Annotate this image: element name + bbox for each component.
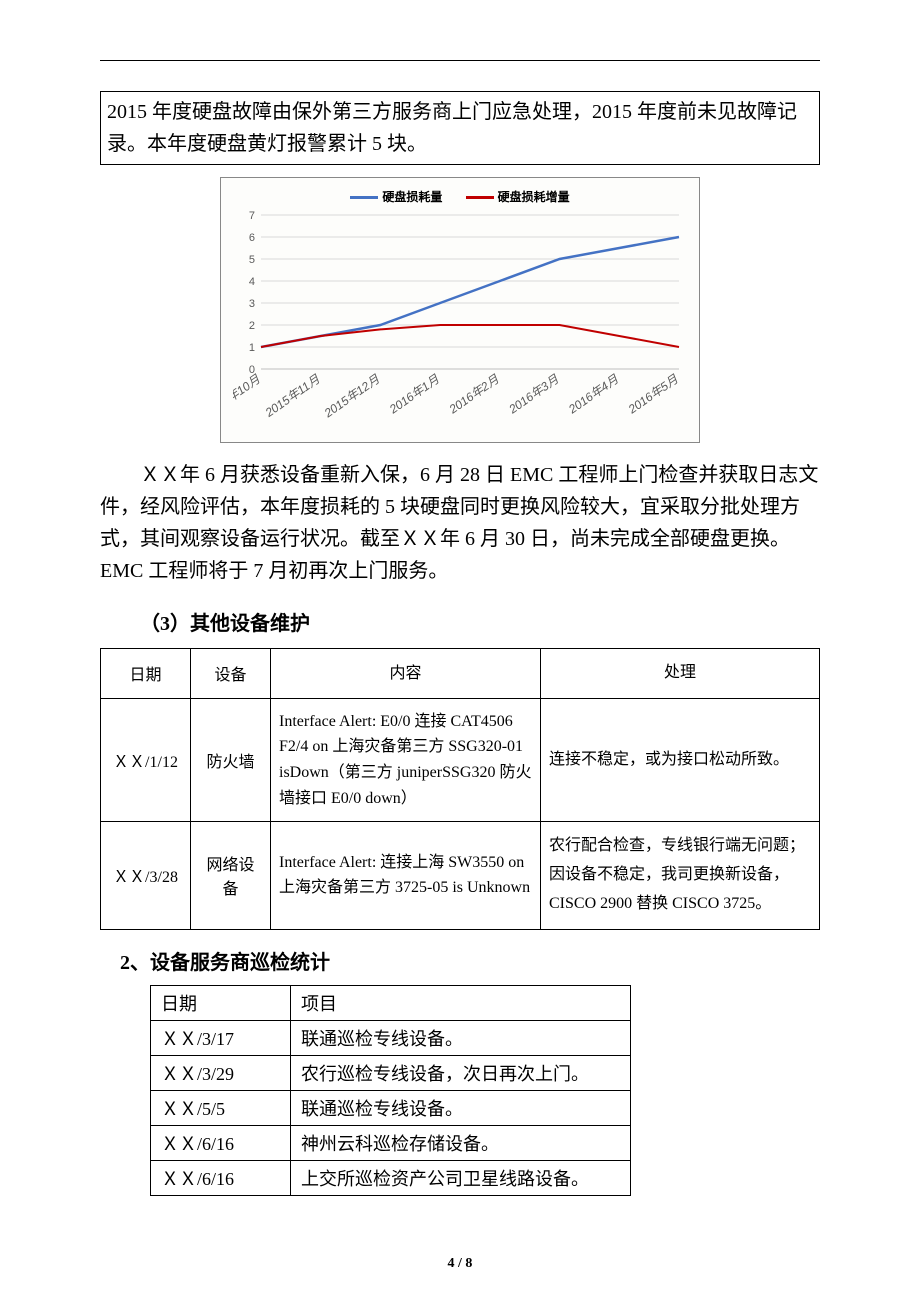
cell-item: 上交所巡检资产公司卫星线路设备。 <box>291 1160 631 1195</box>
device-maint-table: 日期 设备 内容 处理 ＸＸ/1/12防火墙Interface Alert: E… <box>100 648 820 930</box>
table-header-row: 日期 设备 内容 处理 <box>101 649 820 699</box>
svg-text:7: 7 <box>249 211 255 222</box>
svg-text:5: 5 <box>249 254 255 266</box>
svg-text:2015年11月: 2015年11月 <box>262 371 323 420</box>
table-row: ＸＸ/1/12防火墙Interface Alert: E0/0 连接 CAT45… <box>101 698 820 821</box>
cell-content: Interface Alert: E0/0 连接 CAT4506 F2/4 on… <box>271 698 541 821</box>
header-rule <box>100 60 820 61</box>
legend-swatch-1 <box>350 196 378 199</box>
cell-date: ＸＸ/3/29 <box>151 1055 291 1090</box>
svg-text:4: 4 <box>249 276 255 288</box>
th-proc: 处理 <box>541 649 820 699</box>
table-row: ＸＸ/3/28网络设备Interface Alert: 连接上海 SW3550 … <box>101 822 820 929</box>
chart-svg: 012345672015年10月2015年11月2015年12月2016年1月2… <box>233 211 689 431</box>
svg-text:2015年10月: 2015年10月 <box>233 371 264 420</box>
table-header-row: 日期项目 <box>151 985 631 1020</box>
page-footer: 4 / 8 <box>0 1256 920 1272</box>
cell-date: ＸＸ/5/5 <box>151 1090 291 1125</box>
table-row: ＸＸ/3/29农行巡检专线设备，次日再次上门。 <box>151 1055 631 1090</box>
svg-text:6: 6 <box>249 232 255 244</box>
inspection-table: 日期项目ＸＸ/3/17联通巡检专线设备。ＸＸ/3/29农行巡检专线设备，次日再次… <box>150 985 631 1196</box>
legend-swatch-2 <box>466 196 494 199</box>
body-paragraph-1: ＸＸ年 6 月获悉设备重新入保，6 月 28 日 EMC 工程师上门检查并获取日… <box>100 459 820 587</box>
table-row: ＸＸ/6/16神州云科巡检存储设备。 <box>151 1125 631 1160</box>
th-dev: 设备 <box>191 649 271 699</box>
section-2-main-heading: 2、设备服务商巡检统计 <box>120 946 820 975</box>
table-row: ＸＸ/5/5联通巡检专线设备。 <box>151 1090 631 1125</box>
cell-date: ＸＸ/1/12 <box>101 698 191 821</box>
th-date: 日期 <box>151 985 291 1020</box>
section-3-heading: （3）其他设备维护 <box>140 607 820 636</box>
svg-text:2016年1月: 2016年1月 <box>386 371 443 417</box>
svg-text:2016年4月: 2016年4月 <box>565 371 622 417</box>
cell-dev: 防火墙 <box>191 698 271 821</box>
legend-label-1: 硬盘损耗量 <box>382 190 442 204</box>
svg-text:1: 1 <box>249 342 255 354</box>
svg-text:2016年5月: 2016年5月 <box>625 371 682 417</box>
cell-item: 联通巡检专线设备。 <box>291 1020 631 1055</box>
cell-item: 神州云科巡检存储设备。 <box>291 1125 631 1160</box>
document-page: 2015 年度硬盘故障由保外第三方服务商上门应急处理，2015 年度前未见故障记… <box>0 0 920 1302</box>
th-content: 内容 <box>271 649 541 699</box>
table-row: ＸＸ/3/17联通巡检专线设备。 <box>151 1020 631 1055</box>
cell-date: ＸＸ/3/17 <box>151 1020 291 1055</box>
chart-legend: 硬盘损耗量 硬盘损耗增量 <box>233 188 687 205</box>
cell-dev: 网络设备 <box>191 822 271 929</box>
th-date: 日期 <box>101 649 191 699</box>
legend-label-2: 硬盘损耗增量 <box>498 190 570 204</box>
cell-date: ＸＸ/6/16 <box>151 1125 291 1160</box>
svg-text:2015年12月: 2015年12月 <box>321 371 383 420</box>
cell-date: ＸＸ/6/16 <box>151 1160 291 1195</box>
intro-box: 2015 年度硬盘故障由保外第三方服务商上门应急处理，2015 年度前未见故障记… <box>100 91 820 165</box>
svg-text:3: 3 <box>249 298 255 310</box>
disk-chart: 硬盘损耗量 硬盘损耗增量 012345672015年10月2015年11月201… <box>220 177 700 443</box>
svg-text:2016年2月: 2016年2月 <box>446 371 503 417</box>
svg-text:2: 2 <box>249 320 255 332</box>
cell-date: ＸＸ/3/28 <box>101 822 191 929</box>
th-item: 项目 <box>291 985 631 1020</box>
table-row: ＸＸ/6/16上交所巡检资产公司卫星线路设备。 <box>151 1160 631 1195</box>
cell-proc: 农行配合检查，专线银行端无问题；因设备不稳定，我司更换新设备，CISCO 290… <box>541 822 820 929</box>
cell-proc: 连接不稳定，或为接口松动所致。 <box>541 698 820 821</box>
svg-text:2016年3月: 2016年3月 <box>505 371 562 417</box>
cell-content: Interface Alert: 连接上海 SW3550 on 上海灾备第三方 … <box>271 822 541 929</box>
cell-item: 农行巡检专线设备，次日再次上门。 <box>291 1055 631 1090</box>
cell-item: 联通巡检专线设备。 <box>291 1090 631 1125</box>
